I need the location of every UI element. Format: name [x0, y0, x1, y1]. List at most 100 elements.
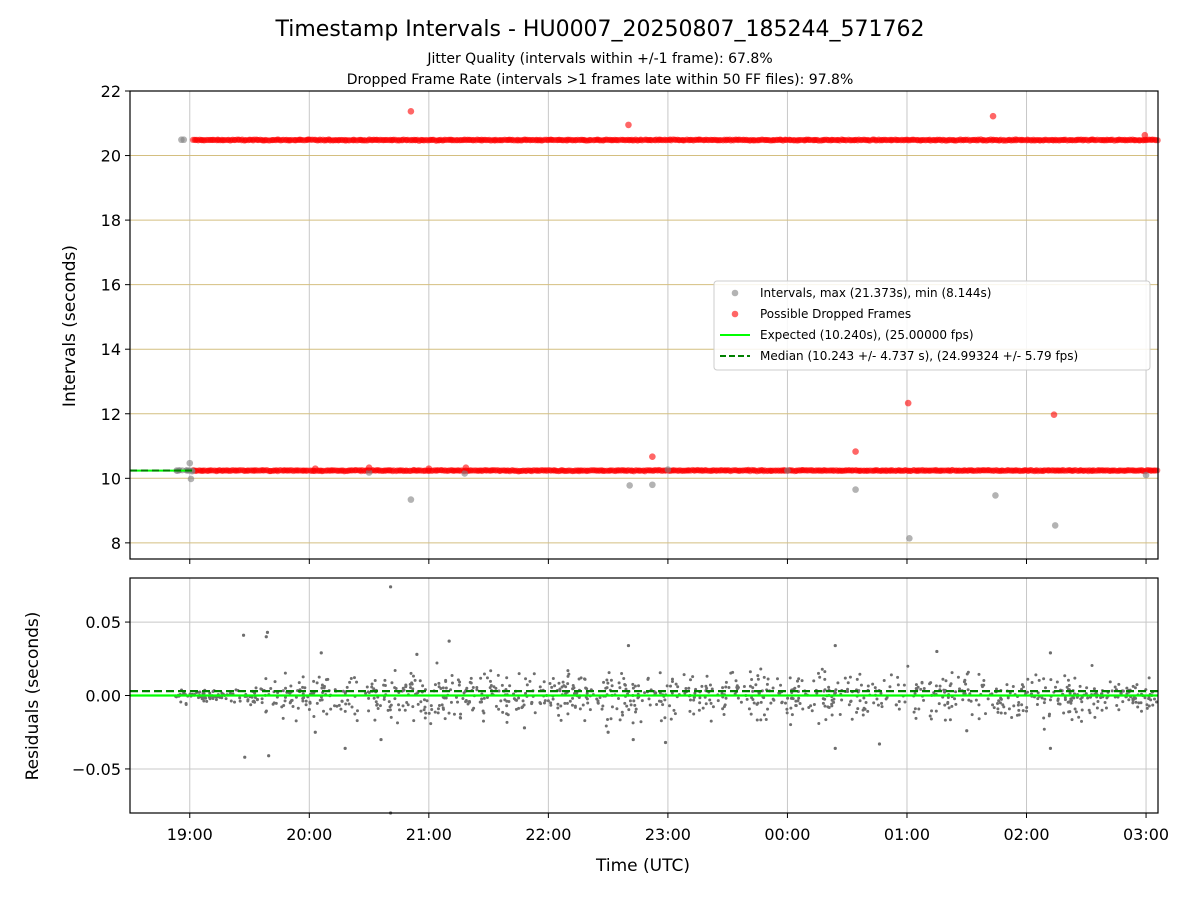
residual-point — [769, 701, 773, 705]
residual-point — [1145, 706, 1149, 710]
residual-point — [920, 681, 924, 685]
residual-point — [600, 707, 604, 711]
residual-point — [816, 671, 820, 675]
residual-point — [636, 696, 640, 700]
chart-subtitle-line-2: Dropped Frame Rate (intervals >1 frames … — [347, 72, 854, 88]
residual-point — [668, 704, 672, 708]
residual-point — [1063, 698, 1067, 702]
residual-point — [727, 685, 731, 689]
residual-point — [823, 704, 827, 708]
residual-point — [325, 712, 329, 716]
residual-point — [601, 704, 605, 708]
residual-point — [367, 696, 371, 700]
residual-point — [711, 705, 715, 709]
residual-point — [661, 703, 665, 707]
residual-point — [514, 707, 518, 711]
residual-point — [946, 695, 950, 699]
residual-point — [494, 704, 498, 708]
residual-point — [564, 692, 568, 696]
y-tick-label: 10 — [101, 469, 121, 488]
residual-point — [301, 685, 305, 689]
residual-point — [779, 683, 783, 687]
residual-point — [1012, 704, 1016, 708]
residual-point — [1044, 686, 1048, 690]
residual-point — [406, 703, 410, 707]
residual-point — [756, 701, 760, 705]
residual-point — [847, 703, 851, 707]
residual-point — [283, 695, 287, 699]
residual-point — [335, 704, 339, 708]
residual-point — [866, 684, 870, 688]
residual-point — [996, 710, 1000, 714]
residual-point — [692, 698, 696, 702]
residual-point — [202, 691, 206, 695]
residual-point — [409, 671, 413, 675]
residual-point — [302, 696, 306, 700]
residual-point — [606, 681, 610, 685]
residual-point — [848, 675, 852, 679]
residual-point — [461, 697, 465, 701]
residual-point — [260, 701, 264, 705]
residual-point — [1135, 683, 1139, 687]
residual-point — [337, 703, 341, 707]
residual-point — [724, 696, 728, 700]
residual-point — [801, 707, 805, 711]
residual-point — [731, 670, 735, 674]
residual-point — [564, 685, 568, 689]
residual-point — [401, 704, 405, 708]
y-tick-label: 8 — [111, 534, 121, 553]
residual-point — [950, 671, 954, 675]
residual-point — [449, 700, 453, 704]
legend-label: Expected (10.240s), (25.00000 fps) — [760, 328, 974, 342]
residual-point — [954, 702, 958, 706]
residual-point — [752, 701, 756, 705]
residual-point — [691, 675, 695, 679]
residual-point — [549, 703, 553, 707]
residual-point — [861, 713, 865, 717]
residual-point — [871, 682, 875, 686]
residual-point — [471, 686, 475, 690]
residual-point — [435, 661, 439, 665]
residual-point — [624, 687, 628, 691]
residual-point — [532, 672, 536, 676]
dropped-frame-point — [852, 448, 859, 455]
residual-point — [704, 702, 708, 706]
residual-point — [888, 685, 892, 689]
residual-point — [462, 691, 466, 695]
residual-point — [830, 713, 834, 717]
residual-point — [319, 651, 323, 655]
residual-point — [821, 701, 825, 705]
residual-point — [625, 704, 629, 708]
residual-point — [255, 698, 259, 702]
residual-point — [1021, 709, 1025, 713]
x-tick-label: 20:00 — [286, 825, 332, 844]
residual-point — [315, 681, 319, 685]
residual-point — [508, 684, 512, 688]
residual-point — [912, 710, 916, 714]
residual-point — [566, 674, 570, 678]
residual-point — [858, 699, 862, 703]
residual-point — [943, 703, 947, 707]
residual-point — [857, 689, 861, 693]
residual-point — [697, 708, 701, 712]
residual-point — [480, 697, 484, 701]
residual-point — [672, 708, 676, 712]
chart-title: Timestamp Intervals - HU0007_20250807_18… — [274, 17, 924, 42]
residual-point — [622, 676, 626, 680]
residual-point — [422, 708, 426, 712]
residual-point — [441, 686, 445, 690]
residual-point — [724, 680, 728, 684]
residual-point — [350, 705, 354, 709]
residual-point — [370, 685, 374, 689]
residual-point — [386, 708, 390, 712]
residual-point — [559, 718, 563, 722]
residual-point — [241, 633, 246, 637]
residual-point — [872, 701, 876, 705]
residual-point — [565, 701, 569, 705]
residual-point — [996, 702, 1000, 706]
residual-point — [1074, 710, 1078, 714]
residual-point — [586, 701, 590, 705]
residual-point — [692, 695, 696, 699]
residual-point — [609, 678, 613, 682]
residual-point — [297, 681, 301, 685]
